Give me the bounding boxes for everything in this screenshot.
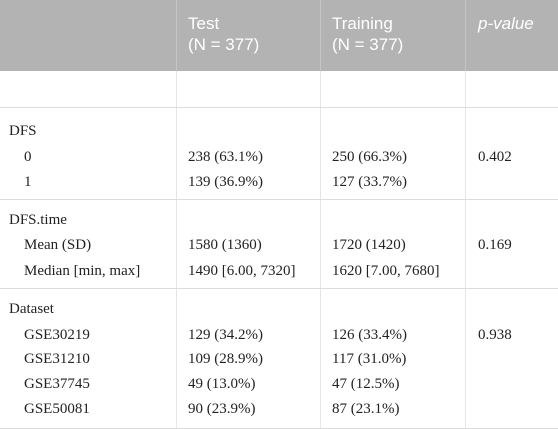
cell-test: 90 (23.9%) [188,401,256,417]
section-label-dfs-time: DFS.time [9,212,67,228]
column-divider [176,0,177,71]
header-test-count: (N = 377) [188,35,260,54]
column-divider [320,71,321,429]
cell-training: 117 (31.0%) [332,351,407,367]
header-test-title: Test [188,14,220,33]
row-label: GSE50081 [24,401,90,417]
section-label-dataset: Dataset [9,301,54,317]
cell-pvalue: 0.402 [478,149,512,165]
header-pvalue: p-value [478,13,534,34]
cell-test: 109 (28.9%) [188,351,263,367]
cell-training: 47 (12.5%) [332,376,400,392]
row-label: GSE31210 [24,351,90,367]
row-label: GSE30219 [24,327,90,343]
cell-training: 126 (33.4%) [332,327,407,343]
cell-test: 129 (34.2%) [188,327,263,343]
cell-training: 1720 (1420) [332,237,406,253]
row-divider [0,107,558,108]
row-label: Mean (SD) [24,237,92,253]
row-label: 1 [24,174,32,190]
cell-test: 139 (36.9%) [188,174,263,190]
cell-training: 127 (33.7%) [332,174,407,190]
header-pvalue-label: p-value [478,14,534,33]
cell-test: 238 (63.1%) [188,149,263,165]
header-training-title: Training [332,14,393,33]
header-training-count: (N = 377) [332,35,404,54]
row-label: 0 [24,149,32,165]
cell-training: 250 (66.3%) [332,149,407,165]
cell-test: 1580 (1360) [188,237,262,253]
table-header: Test (N = 377) Training (N = 377) p-valu… [0,0,558,71]
column-divider [465,0,466,71]
row-label: GSE37745 [24,376,90,392]
column-divider [465,71,466,429]
cell-test: 49 (13.0%) [188,376,256,392]
row-divider [0,288,558,289]
section-label-dfs: DFS [9,123,37,139]
header-training: Training (N = 377) [332,13,403,55]
cell-training: 87 (23.1%) [332,401,400,417]
cell-pvalue: 0.938 [478,327,512,343]
header-test: Test (N = 377) [188,13,259,55]
cell-test: 1490 [6.00, 7320] [188,263,296,279]
cell-training: 1620 [7.00, 7680] [332,263,440,279]
cell-pvalue: 0.169 [478,237,512,253]
row-label: Median [min, max] [24,263,141,279]
column-divider [176,71,177,429]
row-divider [0,199,558,200]
column-divider [320,0,321,71]
